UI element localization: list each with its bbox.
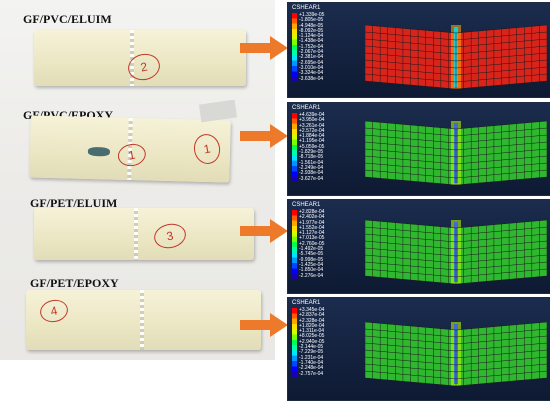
legend-value: +3.950e-04 [299,117,325,124]
legend-value: -1.438e-04 [299,38,324,45]
legend-value: +2.760e-05 [299,240,325,247]
legend-value: +2.328e-04 [299,317,325,324]
legend-value: +8.025e-05 [299,333,325,340]
legend-value: -1.231e-04 [299,354,324,361]
legend-value: +2.828e-04 [299,209,325,215]
legend-value: -9.998e-05 [299,256,324,263]
simulation-panel-1: CSHEAR1 +1.339e-05 -1.805e-05 -4.948e-05… [287,2,550,98]
fe-mesh-contour [365,322,547,386]
legend-color-scale [292,308,297,377]
legend-value: +4.639e-04 [299,112,325,118]
legend-value: +1.552e-04 [299,224,325,231]
legend-value: -2.695e-04 [299,59,324,66]
legend-value: -1.425e-04 [299,261,324,268]
row-label-1: GF/PVC/ELUIM [23,12,112,26]
specimen-mark: 4 [38,297,70,325]
specimen-tab [198,99,238,123]
specimen-photo-panel: GF/PVC/ELUIM 2 GF/PVC/EPOXY 1 1 GF/PET/E… [0,0,275,360]
legend-value: -7.229e-05 [299,349,324,356]
legend-value: +1.339e-05 [299,12,325,18]
specimen-mark-small: 1 [116,141,148,169]
row-label-3: GF/PET/ELUIM [30,196,118,210]
legend-value: -1.805e-05 [299,17,324,24]
contour-legend: CSHEAR1 +3.345e-04 +2.837e-04 +2.328e-04… [292,300,352,377]
fe-mesh-contour [365,25,547,89]
legend-title: CSHEAR1 [292,202,321,208]
arrow-right-icon [240,219,288,243]
specimen-photo-1: 2 [34,30,246,86]
legend-value: -1.829e-05 [299,149,324,156]
simulation-panel-4: CSHEAR1 +3.345e-04 +2.837e-04 +2.328e-04… [287,297,550,401]
legend-title: CSHEAR1 [292,300,321,306]
arrow-right-icon [240,313,288,337]
legend-value: -1.850e-04 [299,267,324,274]
legend-value: -8.092e-05 [299,27,324,34]
legend-value: +2.572e-04 [299,127,325,134]
legend-title: CSHEAR1 [292,5,321,11]
specimen-photo-2: 1 1 [29,115,231,183]
legend-value: +7.013e-05 [299,235,325,242]
ink-stain [87,146,111,157]
legend-value: +5.059e-05 [299,143,325,150]
legend-value: +3.261e-04 [299,122,325,129]
legend-value: -3.324e-04 [299,70,324,77]
legend-value: -4.948e-05 [299,22,324,29]
legend-value: +1.977e-04 [299,219,325,226]
specimen-mark: 3 [151,220,189,252]
specimen-photo-3: 3 [34,208,254,260]
legend-value: +1.820e-04 [299,322,325,329]
legend-value: +1.127e-04 [299,230,325,237]
row-label-4: GF/PET/EPOXY [30,276,119,290]
legend-value: -3.010e-04 [299,64,324,71]
legend-value: -2.067e-04 [299,49,324,56]
legend-value: -1.124e-04 [299,33,324,40]
legend-value: +1.195e-04 [299,138,325,145]
legend-value: +1.884e-04 [299,133,325,140]
legend-value: -2.144e-05 [299,344,324,351]
legend-value: -3.638e-04 [299,75,324,82]
contour-legend: CSHEAR1 +1.339e-05 -1.805e-05 -4.948e-05… [292,5,352,82]
arrow-right-icon [240,124,288,148]
legend-value: +2.940e-05 [299,338,325,345]
legend-value: -1.740e-04 [299,359,324,366]
fe-mesh-contour [365,220,547,284]
contour-legend: CSHEAR1 +4.639e-04 +3.950e-04 +3.261e-04… [292,105,352,182]
specimen-crack [140,290,144,350]
legend-value: -8.718e-05 [299,154,324,161]
legend-value: -5.745e-05 [299,251,324,258]
legend-value: -2.248e-04 [299,365,324,372]
fe-mesh-contour [365,121,547,185]
legend-value: +2.837e-04 [299,312,325,319]
legend-value: -2.757e-04 [299,370,324,377]
simulation-panel-2: CSHEAR1 +4.639e-04 +3.950e-04 +3.261e-04… [287,102,550,196]
arrow-right-icon [240,36,288,60]
legend-value: +2.402e-04 [299,214,325,221]
legend-color-scale [292,113,297,182]
contour-legend: CSHEAR1 +2.828e-04 +2.402e-04 +1.977e-04… [292,202,352,279]
legend-color-scale [292,210,297,279]
legend-value: -2.381e-04 [299,54,324,61]
legend-value: -3.627e-04 [299,175,324,182]
legend-value: -1.561e-04 [299,159,324,166]
legend-value: -2.276e-04 [299,272,324,279]
legend-value: +3.345e-04 [299,307,325,313]
simulation-panel-3: CSHEAR1 +2.828e-04 +2.402e-04 +1.977e-04… [287,199,550,294]
specimen-photo-4: 4 [26,290,261,350]
legend-value: -2.938e-04 [299,170,324,177]
legend-value: -1.752e-04 [299,43,324,50]
specimen-mark: 1 [191,131,223,167]
legend-title: CSHEAR1 [292,105,321,111]
legend-value: +1.311e-04 [299,328,325,335]
specimen-crack [134,208,138,260]
legend-color-scale [292,13,297,82]
legend-value: -2.249e-04 [299,164,324,171]
legend-value: -1.492e-05 [299,246,324,253]
specimen-crack [130,30,134,86]
